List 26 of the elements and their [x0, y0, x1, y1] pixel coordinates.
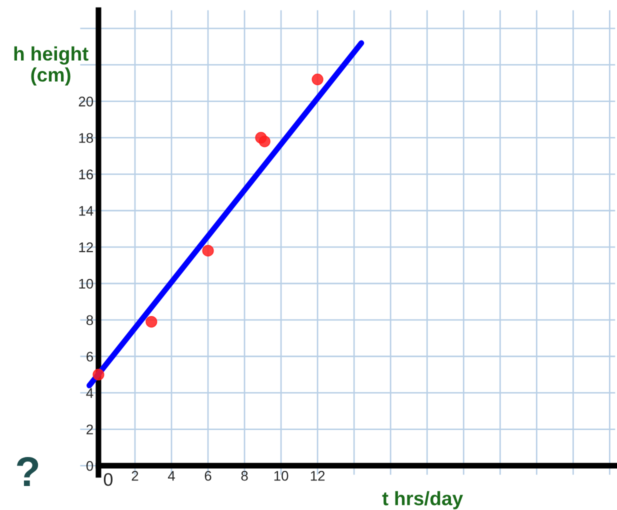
x-tick-label: 6 [204, 470, 212, 481]
y-tick-label: 2 [86, 424, 93, 434]
y-tick-label: 8 [86, 315, 94, 326]
point [202, 244, 214, 257]
y-tick-label: 18 [79, 133, 94, 143]
y-tick-label: 0 [86, 461, 94, 471]
x-tick-label: 10 [274, 470, 288, 481]
point [146, 316, 158, 328]
y-tick-label: 14 [79, 206, 94, 216]
y-tick-label: 16 [79, 170, 93, 180]
x-tick-label: 12 [310, 470, 325, 481]
x-tick-label: 2 [132, 470, 138, 481]
x-tick-label: 4 [168, 471, 175, 481]
y-tick-label: 6 [86, 352, 93, 362]
y-tick-label: 20 [78, 96, 94, 106]
y-axis-title: h height (cm) [14, 46, 88, 86]
y-tick-label: 10 [79, 278, 94, 289]
y-tick-label: 12 [79, 242, 93, 252]
point [92, 368, 104, 380]
x-tick-label: 0 [104, 473, 113, 486]
text: ? [16, 456, 38, 486]
x-axis-title: t hrs/day [382, 491, 463, 510]
y-tick-label: 4 [86, 388, 94, 398]
point [258, 136, 270, 148]
x-tick-label: 8 [241, 470, 248, 481]
point [312, 74, 324, 86]
